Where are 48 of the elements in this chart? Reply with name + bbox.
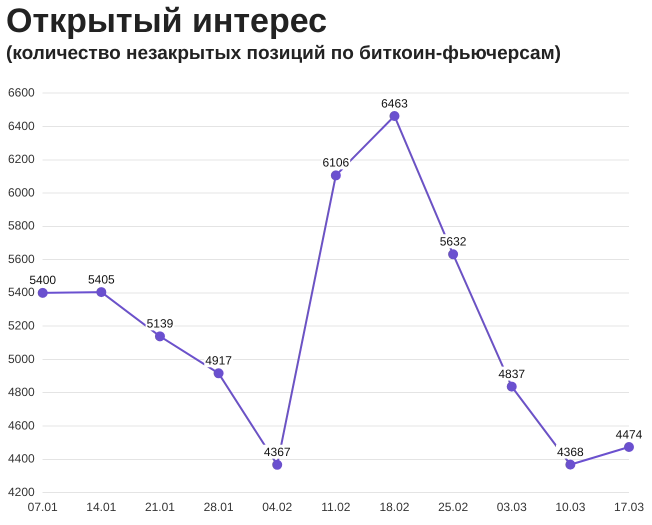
point — [389, 111, 400, 121]
point — [154, 331, 165, 342]
y-tick-label: 4400 — [8, 452, 36, 466]
data-label: 4917 — [205, 354, 232, 368]
data-label: 4474 — [616, 427, 643, 442]
y-tick-label: 4800 — [8, 385, 36, 400]
data-label: 5139 — [146, 316, 174, 331]
y-tick-label: 5200 — [8, 318, 36, 332]
y-tick-label: 5800 — [8, 218, 36, 233]
y-tick-label: 5600 — [8, 252, 36, 266]
data-label: 4368 — [557, 444, 584, 459]
point — [330, 170, 341, 180]
chart-title: Открытый интерес — [5, 1, 328, 40]
x-tick-label: 21.01 — [144, 500, 176, 514]
data-label: 5632 — [440, 234, 467, 249]
data-label: 4367 — [264, 445, 291, 460]
point — [565, 460, 576, 470]
x-tick-label: 14.01 — [86, 500, 117, 514]
y-tick-label: 4600 — [8, 418, 36, 432]
data-label: 4837 — [498, 366, 526, 381]
data-label: 6463 — [381, 96, 408, 110]
point — [272, 460, 282, 470]
x-tick-label: 17.03 — [614, 500, 644, 514]
y-tick-label: 5000 — [8, 352, 36, 366]
y-tick-label: 6200 — [8, 152, 36, 166]
point — [506, 382, 517, 392]
x-tick-label: 25.02 — [438, 500, 468, 514]
point — [448, 249, 458, 260]
x-tick-label: 28.01 — [204, 500, 234, 514]
y-tick-label: 6000 — [8, 185, 36, 200]
data-label: 5400 — [29, 273, 56, 288]
y-tick-label: 5400 — [8, 285, 36, 300]
x-tick-label: 18.02 — [379, 500, 410, 514]
x-tick-label: 11.02 — [321, 500, 351, 514]
data-label: 5405 — [88, 272, 115, 286]
chart-subtitle: (количество незакрытых позиций по биткоин-фьючерсам) — [5, 42, 562, 66]
x-tick-label: 04.02 — [262, 500, 293, 514]
x-tick-label: 10.03 — [555, 500, 586, 514]
y-tick-label: 4200 — [8, 484, 36, 499]
y-tick-label: 6600 — [8, 86, 36, 100]
y-tick-label: 6400 — [8, 118, 36, 133]
point — [38, 288, 48, 298]
x-tick-label: 03.03 — [496, 500, 528, 514]
data-label: 6106 — [322, 156, 350, 170]
point — [624, 442, 634, 452]
x-tick-label: 07.01 — [28, 500, 58, 514]
point — [96, 287, 106, 298]
point — [214, 368, 224, 378]
